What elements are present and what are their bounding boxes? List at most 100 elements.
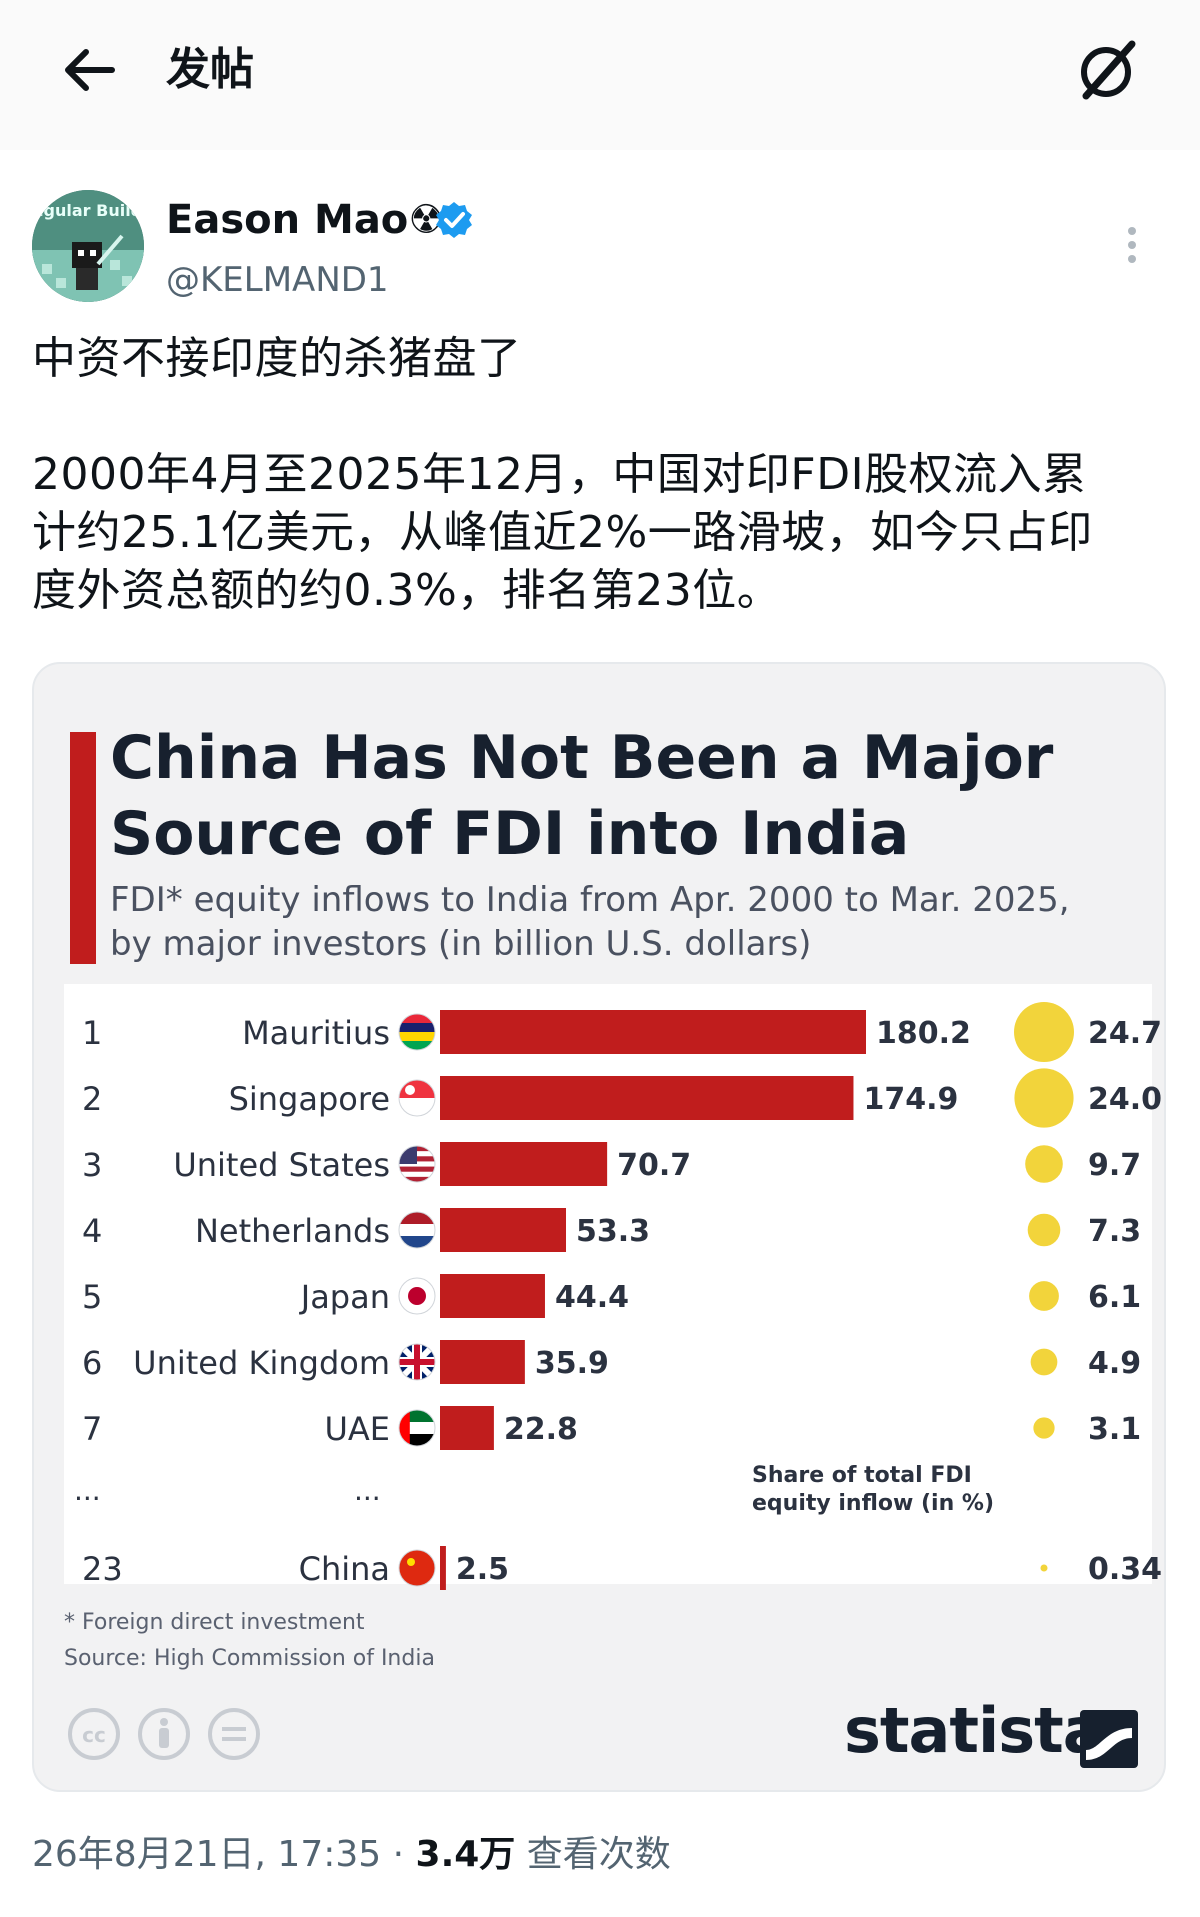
flag-outline xyxy=(398,1211,436,1249)
share-bubble xyxy=(1040,1564,1048,1572)
flag-field xyxy=(399,1550,435,1586)
source-note: Source: High Commission of India xyxy=(64,1646,435,1671)
ellipsis-rank: ... xyxy=(74,1474,101,1507)
share-value-label: 24.0 xyxy=(1088,1082,1162,1117)
flag-stripe xyxy=(399,1166,435,1173)
tweet-meta: 26年8月21日, 17:35 · 3.4万 查看次数 xyxy=(32,1830,671,1880)
chart-row: 6 United Kingdom 35.9 4.9 xyxy=(82,1340,1141,1384)
share-axis-label: Share of total FDI xyxy=(752,1463,972,1488)
share-bubble xyxy=(1025,1145,1063,1183)
flag-body xyxy=(399,1550,435,1586)
timestamp[interactable]: 26年8月21日, 17:35 xyxy=(32,1834,382,1875)
netherlands-flag-icon xyxy=(398,1211,436,1249)
grok-button[interactable] xyxy=(1070,34,1144,108)
tweet-image-card[interactable]: China Has Not Been a Major Source of FDI… xyxy=(32,662,1166,1792)
rank-label: 5 xyxy=(82,1278,102,1316)
avatar[interactable]: Singular Builder xyxy=(32,190,144,302)
flag-stripe xyxy=(399,1161,435,1168)
bar-value-label: 53.3 xyxy=(576,1214,650,1249)
flag-stripe xyxy=(399,1023,435,1033)
chart-subtitle-line: by major investors (in billion U.S. doll… xyxy=(110,924,812,964)
share-value-label: 4.9 xyxy=(1088,1346,1141,1381)
ellipsis-category: ... xyxy=(354,1474,381,1507)
bar xyxy=(440,1340,525,1384)
share-value-label: 0.34 xyxy=(1088,1552,1162,1587)
flag-body xyxy=(399,1014,435,1050)
flag-sun xyxy=(408,1287,426,1305)
flag-body xyxy=(399,1344,435,1380)
flag-stripe xyxy=(399,1032,435,1042)
flag-stripe xyxy=(399,1014,435,1024)
flag-hoist xyxy=(399,1410,410,1446)
rank-label: 6 xyxy=(82,1344,102,1382)
author-name[interactable]: Eason Mao☢ xyxy=(166,197,445,243)
footnote: * Foreign direct investment xyxy=(64,1610,365,1635)
chart-row: 3 United States 70.7 9.7 xyxy=(82,1142,1141,1186)
more-dot xyxy=(1128,227,1136,235)
singapore-flag-icon xyxy=(398,1079,436,1117)
chart-row: 2 Singapore 174.9 24.0 xyxy=(82,1068,1162,1128)
flag-stripe xyxy=(399,1171,435,1178)
flag-stripe xyxy=(399,1224,435,1237)
flag-body xyxy=(399,1410,435,1446)
bar-value-label: 180.2 xyxy=(876,1016,971,1051)
flag-body xyxy=(399,1080,435,1116)
chart-subtitle: FDI* equity inflows to India from Apr. 2… xyxy=(110,878,1150,966)
bar-value-label: 35.9 xyxy=(535,1346,609,1381)
share-bubble xyxy=(1030,1348,1058,1376)
flag-outline xyxy=(398,1343,436,1381)
share-value-label: 9.7 xyxy=(1088,1148,1141,1183)
share-value-label: 24.7 xyxy=(1088,1016,1162,1051)
share-bubble xyxy=(1014,1068,1074,1128)
tweet-text-line: 计约25.1亿美元，从峰值近2%一路滑坡，如今只占印 xyxy=(32,507,1093,558)
uk-flag-icon xyxy=(398,1343,436,1381)
arrow-left-icon xyxy=(65,49,115,91)
mauritius-flag-icon xyxy=(398,1013,436,1051)
category-label: United States xyxy=(173,1146,390,1184)
share-bubble xyxy=(1029,1281,1059,1311)
share-bubble xyxy=(1027,1213,1061,1247)
bar xyxy=(440,1208,567,1252)
rank-label: 4 xyxy=(82,1212,102,1250)
rank-label: 23 xyxy=(82,1550,123,1588)
statista-logo: statista xyxy=(844,1694,1105,1767)
flag-body xyxy=(399,1212,435,1248)
rank-label: 1 xyxy=(82,1014,102,1052)
no-derivatives-icon xyxy=(208,1708,260,1760)
flag-cross-h-red xyxy=(399,1359,435,1365)
chart-row: 7 UAE 22.8 3.1 xyxy=(82,1406,1141,1450)
flag-stripe xyxy=(399,1041,435,1050)
statista-mark-icon xyxy=(1080,1710,1138,1768)
bar-value-label: 70.7 xyxy=(617,1148,691,1183)
share-value-label: 6.1 xyxy=(1088,1280,1141,1315)
flag-crescent xyxy=(405,1085,415,1095)
flag-outline xyxy=(398,1013,436,1051)
svg-text:cc: cc xyxy=(82,1723,106,1747)
view-count-label: 查看次数 xyxy=(526,1834,671,1875)
category-label: China xyxy=(299,1550,390,1588)
back-button[interactable] xyxy=(58,38,122,102)
bar xyxy=(440,1010,866,1054)
bar xyxy=(440,1274,545,1318)
bar-value-label: 174.9 xyxy=(863,1082,958,1117)
us-flag-icon xyxy=(398,1145,436,1183)
grok-icon xyxy=(1081,40,1136,100)
bar-value-label: 2.5 xyxy=(456,1552,509,1587)
attribution-icon xyxy=(138,1708,190,1760)
share-value-label: 7.3 xyxy=(1088,1214,1141,1249)
verified-badge-icon xyxy=(434,200,474,240)
chart-row: 1 Mauritius 180.2 24.7 xyxy=(82,1002,1162,1062)
share-bubble xyxy=(1014,1002,1074,1062)
bar-value-label: 22.8 xyxy=(504,1412,578,1447)
bar xyxy=(440,1142,608,1186)
page-title: 发帖 xyxy=(166,44,254,95)
flag-outline xyxy=(398,1409,436,1447)
chart-row: 23 China 2.5 0.34 xyxy=(82,1546,1162,1590)
more-options-button[interactable] xyxy=(1120,224,1144,268)
meta-separator: · xyxy=(392,1834,405,1875)
tweet-text-line: 2000年4月至2025年12月，中国对印FDI股权流入累 xyxy=(32,449,1087,500)
rank-label: 7 xyxy=(82,1410,102,1448)
flag-stripe xyxy=(399,1212,435,1225)
category-label: United Kingdom xyxy=(133,1344,390,1382)
author-handle[interactable]: @KELMAND1 xyxy=(166,260,389,300)
